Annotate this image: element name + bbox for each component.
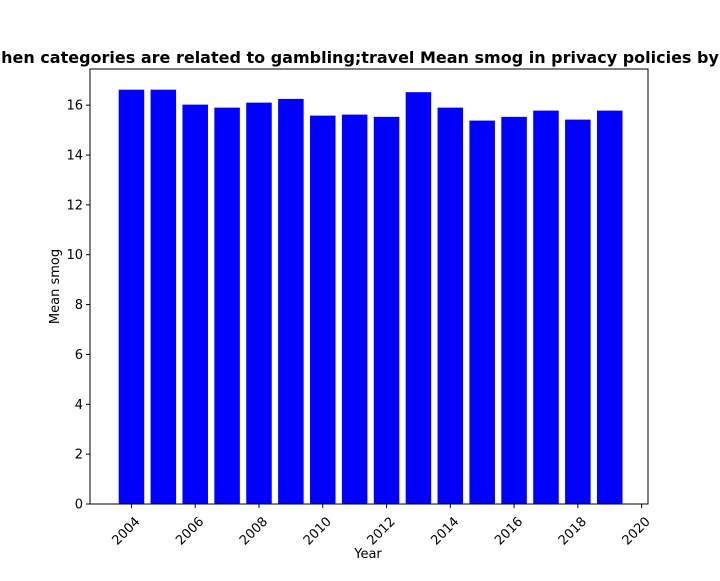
bar-2007 (214, 107, 240, 504)
bar-2018 (565, 119, 591, 504)
y-tick-label: 14 (66, 149, 83, 164)
y-axis-label: Mean smog (48, 249, 63, 324)
y-tick-label: 2 (75, 448, 83, 463)
y-axis: 0 2 4 6 8 10 12 14 16 (66, 99, 90, 513)
bar-2005 (150, 89, 177, 504)
bar-2019 (596, 110, 623, 504)
bar-2012 (373, 116, 400, 505)
y-tick-label: 16 (66, 99, 83, 114)
x-tick-label: 2008 (237, 514, 271, 548)
bar-2010 (310, 115, 336, 505)
bar-2011 (341, 114, 368, 505)
x-tick-label: 2006 (173, 514, 207, 548)
x-axis: 2004 2006 2008 2010 2012 2014 2016 2018 2020 (109, 504, 654, 548)
y-tick-label: 0 (75, 498, 83, 513)
bar-2014 (437, 107, 464, 504)
x-tick-label: 2018 (556, 514, 590, 548)
bar-2004 (118, 89, 145, 504)
bar-2006 (182, 104, 208, 504)
x-tick-label: 2016 (492, 514, 526, 548)
y-tick-label: 4 (75, 398, 83, 413)
bar-2016 (501, 116, 527, 505)
x-tick-label: 2004 (109, 514, 143, 548)
bar-2009 (278, 98, 304, 505)
x-tick-label: 2012 (365, 514, 399, 548)
bar-2008 (246, 102, 272, 505)
y-tick-label: 12 (66, 198, 83, 213)
x-tick-label: 2010 (301, 514, 335, 548)
bar-2017 (533, 110, 559, 504)
bars (118, 89, 623, 505)
y-tick-label: 6 (75, 348, 83, 363)
bar-2015 (469, 120, 495, 505)
chart-title: hen categories are related to gambling;t… (1, 48, 720, 67)
y-tick-label: 10 (66, 248, 83, 263)
x-axis-label: Year (353, 547, 382, 562)
y-tick-label: 8 (75, 298, 83, 313)
x-tick-label: 2014 (428, 514, 462, 548)
plot-frame (89, 68, 649, 505)
bar-2013 (405, 92, 432, 504)
x-tick-label: 2020 (620, 514, 654, 548)
